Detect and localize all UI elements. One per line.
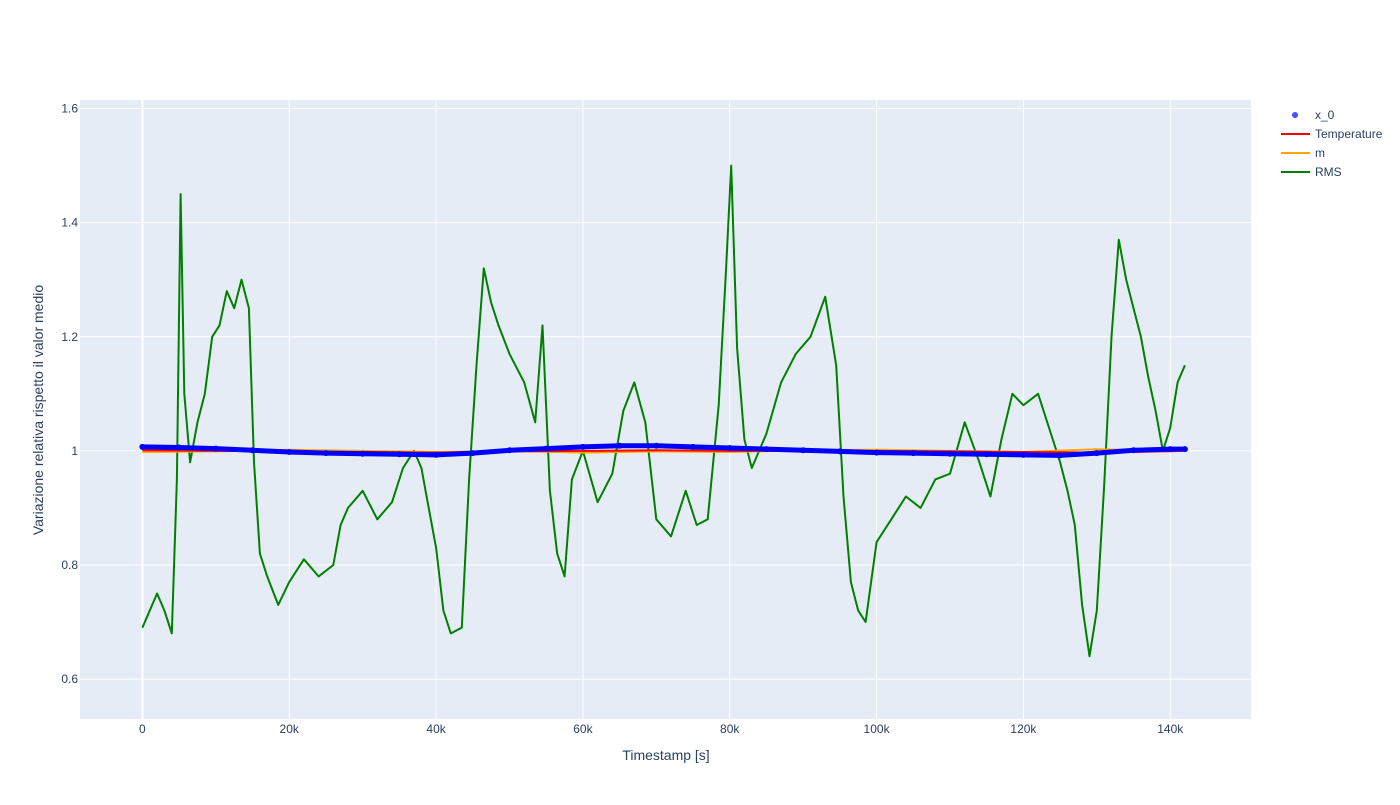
data-point bbox=[690, 443, 697, 450]
marker-band-segment bbox=[837, 448, 880, 456]
data-point bbox=[543, 445, 550, 452]
marker-band-segment bbox=[580, 443, 623, 450]
marker-band-segment bbox=[1020, 452, 1063, 458]
x-tick-label: 120k bbox=[1010, 722, 1037, 736]
data-point bbox=[763, 446, 770, 453]
marker-band-segment bbox=[690, 444, 733, 451]
data-point bbox=[910, 450, 917, 457]
legend-label: Temperature bbox=[1315, 127, 1383, 141]
marker-band-segment bbox=[506, 446, 549, 453]
legend-item-temperature[interactable]: Temperature bbox=[1281, 127, 1383, 141]
data-point bbox=[1093, 450, 1100, 457]
x-tick-label: 20k bbox=[280, 722, 300, 736]
marker-band-segment bbox=[433, 450, 476, 458]
marker-band-segment bbox=[1131, 446, 1173, 453]
series-layer bbox=[139, 164, 1188, 658]
x-tick-label: 140k bbox=[1157, 722, 1184, 736]
data-point bbox=[433, 451, 440, 458]
legend[interactable]: x_0 Temperature m RMS bbox=[1281, 108, 1383, 179]
marker-band-segment bbox=[1094, 447, 1137, 456]
legend-item-rms[interactable]: RMS bbox=[1281, 165, 1342, 179]
series-line-rms bbox=[141, 164, 1186, 658]
data-point bbox=[873, 449, 880, 456]
legend-item-x-0[interactable]: x_0 bbox=[1292, 108, 1335, 122]
marker-band-segment bbox=[286, 449, 329, 456]
data-point bbox=[139, 443, 146, 450]
data-point bbox=[396, 451, 403, 458]
marker-band-segment bbox=[543, 444, 586, 452]
marker-band-segment bbox=[800, 447, 843, 454]
data-point bbox=[359, 450, 366, 457]
marker-band-segment bbox=[213, 446, 256, 453]
legend-marker-swatch bbox=[1292, 112, 1298, 118]
y-tick-label: 1.4 bbox=[61, 216, 78, 230]
x-axis-label: Timestamp [s] bbox=[622, 747, 709, 763]
tick-labels: 0 20k 40k 60k 80k 100k 120k 140k 0.6 0.8 1 1.2 1.4 1.… bbox=[61, 102, 1184, 736]
marker-band-segment bbox=[470, 447, 512, 456]
legend-label: m bbox=[1315, 146, 1325, 160]
data-point bbox=[983, 451, 990, 458]
y-tick-label: 1 bbox=[71, 444, 78, 458]
data-point bbox=[726, 445, 733, 452]
marker-band-segment bbox=[176, 444, 219, 452]
marker-band-segment bbox=[250, 447, 292, 455]
y-tick-label: 1.2 bbox=[61, 330, 78, 344]
data-point bbox=[322, 450, 329, 457]
legend-item-m[interactable]: m bbox=[1281, 146, 1325, 160]
data-point bbox=[286, 449, 293, 456]
data-point bbox=[212, 445, 219, 452]
marker-band-segment bbox=[139, 444, 182, 450]
y-tick-label: 0.6 bbox=[61, 672, 78, 686]
legend-label: x_0 bbox=[1315, 108, 1335, 122]
marker-band-segment bbox=[947, 451, 990, 457]
data-point bbox=[836, 448, 843, 455]
x-tick-label: 0 bbox=[139, 722, 146, 736]
x-tick-label: 80k bbox=[720, 722, 740, 736]
plot-background bbox=[80, 100, 1251, 719]
data-point bbox=[506, 447, 513, 454]
data-point bbox=[1167, 446, 1174, 453]
x-tick-label: 40k bbox=[426, 722, 446, 736]
x-tick-label: 100k bbox=[864, 722, 891, 736]
marker-band-segment bbox=[874, 450, 916, 456]
data-point bbox=[800, 447, 807, 454]
marker-band-segment bbox=[1057, 450, 1100, 458]
data-point bbox=[616, 442, 623, 449]
data-point bbox=[653, 442, 660, 449]
data-point bbox=[1057, 452, 1064, 459]
data-point bbox=[176, 444, 183, 451]
marker-band-segment bbox=[653, 443, 696, 450]
legend-label: RMS bbox=[1315, 165, 1342, 179]
marker-band-segment bbox=[360, 451, 402, 457]
marker-band-segment bbox=[323, 450, 366, 457]
marker-band-segment bbox=[984, 451, 1026, 458]
marker-band-segment bbox=[727, 445, 769, 452]
data-point bbox=[469, 450, 476, 457]
data-point bbox=[946, 450, 953, 457]
data-point bbox=[249, 447, 256, 454]
data-point bbox=[1130, 447, 1137, 454]
data-point bbox=[1181, 446, 1188, 453]
y-axis-label: Variazione relativa rispetto il valor me… bbox=[30, 285, 46, 536]
marker-band-segment bbox=[763, 446, 806, 453]
data-point bbox=[579, 443, 586, 450]
data-point bbox=[1020, 451, 1027, 458]
series-x-0 bbox=[139, 442, 1188, 459]
y-tick-label: 1.6 bbox=[61, 102, 78, 116]
y-tick-label: 0.8 bbox=[61, 558, 78, 572]
x-tick-label: 60k bbox=[573, 722, 593, 736]
marker-band-segment bbox=[910, 450, 953, 457]
marker-band-segment bbox=[396, 451, 439, 458]
